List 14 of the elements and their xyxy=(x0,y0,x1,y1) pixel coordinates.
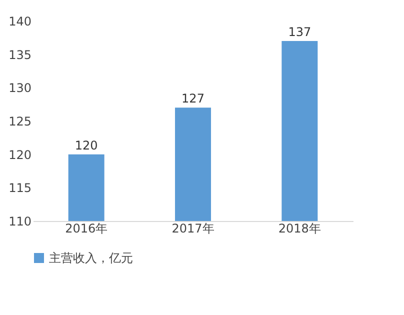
y-tick-label: 120 xyxy=(8,148,32,162)
y-tick-label: 115 xyxy=(8,181,32,196)
x-tick-label: 2018年 xyxy=(278,222,321,236)
data-label: 120 xyxy=(74,138,98,152)
data-label: 127 xyxy=(182,92,204,106)
x-tick-label: 2016年 xyxy=(65,222,108,236)
y-tick-label: 135 xyxy=(8,48,32,62)
y-tick-label: 130 xyxy=(8,81,32,96)
y-tick-label: 140 xyxy=(8,14,32,28)
data-label: 137 xyxy=(288,25,312,39)
y-tick-label: 110 xyxy=(8,214,32,228)
y-tick-label: 125 xyxy=(8,114,32,128)
x-tick-label: 2017年 xyxy=(172,222,214,236)
legend-label: 主营收入，亿元 xyxy=(49,251,133,265)
